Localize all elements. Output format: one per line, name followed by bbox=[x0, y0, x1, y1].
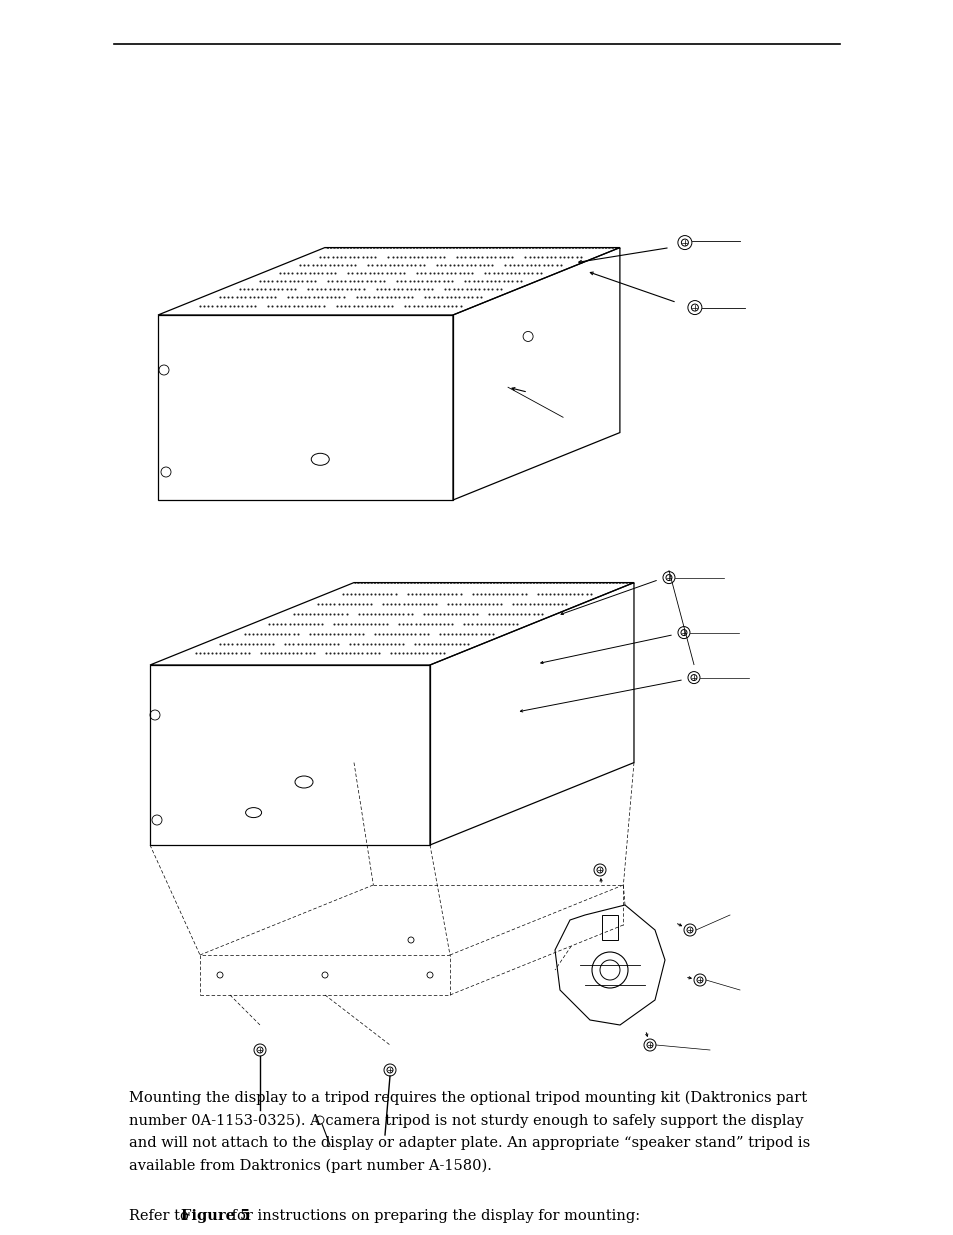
Text: for instructions on preparing the display for mounting:: for instructions on preparing the displa… bbox=[227, 1209, 639, 1223]
Text: Figure 5: Figure 5 bbox=[181, 1209, 250, 1223]
Text: available from Daktronics (part number A-1580).: available from Daktronics (part number A… bbox=[129, 1158, 491, 1173]
Text: and will not attach to the display or adapter plate. An appropriate “speaker sta: and will not attach to the display or ad… bbox=[129, 1136, 809, 1150]
Text: Mounting the display to a tripod requires the optional tripod mounting kit (Dakt: Mounting the display to a tripod require… bbox=[129, 1091, 806, 1105]
Text: number 0A-1153-0325). A camera tripod is not sturdy enough to safely support the: number 0A-1153-0325). A camera tripod is… bbox=[129, 1114, 802, 1128]
Text: Refer to: Refer to bbox=[129, 1209, 193, 1223]
